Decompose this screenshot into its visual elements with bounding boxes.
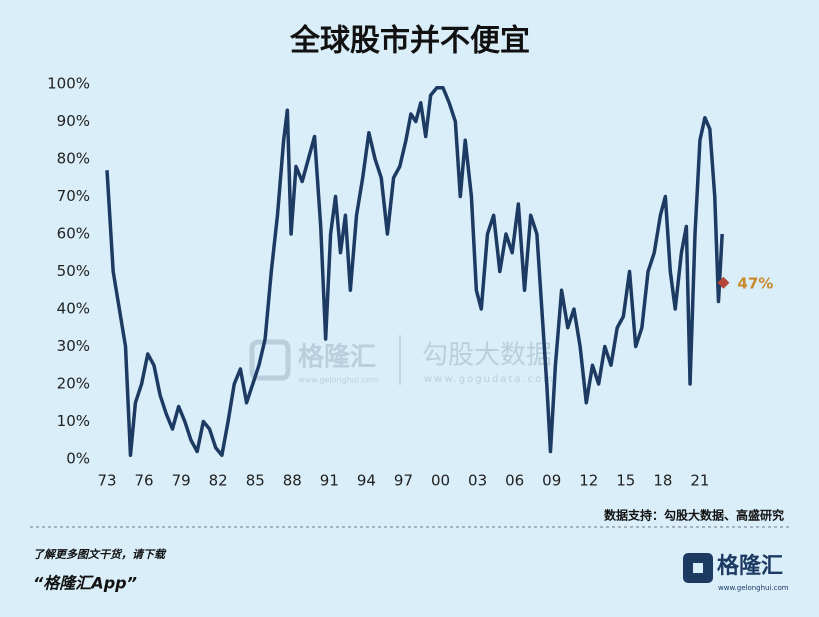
x-tick-label: 76 bbox=[135, 472, 154, 490]
watermark-icon bbox=[249, 339, 291, 381]
watermark-url: www.gelonghui.com bbox=[298, 376, 379, 385]
footer-logo-url: www.gelonghui.com bbox=[718, 584, 789, 592]
end-label: 47% bbox=[737, 274, 773, 292]
y-tick-label: 50% bbox=[57, 262, 90, 280]
y-tick-label: 60% bbox=[57, 225, 90, 243]
footer-logo: 格隆汇 bbox=[717, 553, 783, 579]
footer-logo-icon bbox=[693, 563, 703, 573]
x-tick-label: 79 bbox=[172, 472, 191, 490]
x-tick-label: 12 bbox=[579, 472, 598, 490]
line bbox=[105, 86, 724, 457]
y-tick-label: 10% bbox=[57, 412, 90, 430]
x-tick-label: 03 bbox=[468, 472, 487, 490]
end-marker bbox=[717, 276, 730, 289]
x-tick-label: 15 bbox=[616, 472, 635, 490]
x-tick-label: 00 bbox=[431, 472, 450, 490]
x-tick-label: 88 bbox=[283, 472, 302, 490]
watermark-brand: 勾股大数据 bbox=[422, 341, 552, 371]
footer-app: “格隆汇App” bbox=[33, 574, 137, 593]
chart-title: 全球股市并不便宜 bbox=[289, 24, 530, 59]
y-tick-label: 90% bbox=[57, 112, 90, 130]
x-tick-label: 85 bbox=[246, 472, 265, 490]
y-tick-label: 100% bbox=[47, 75, 90, 93]
x-tick-label: 06 bbox=[505, 472, 524, 490]
footer-text: 了解更多图文干货，请下载 bbox=[33, 548, 167, 561]
y-tick-label: 80% bbox=[57, 150, 90, 168]
x-tick-label: 91 bbox=[320, 472, 339, 490]
x-tick-label: 94 bbox=[357, 472, 376, 490]
x-tick-label: 09 bbox=[542, 472, 561, 490]
x-tick-label: 21 bbox=[690, 472, 709, 490]
y-tick-label: 30% bbox=[57, 337, 90, 355]
x-tick-label: 97 bbox=[394, 472, 413, 490]
watermark-url: www.gogudata.com bbox=[424, 374, 555, 385]
y-tick-label: 20% bbox=[57, 375, 90, 393]
y-tick-label: 0% bbox=[66, 450, 90, 468]
x-tick-label: 73 bbox=[97, 472, 116, 490]
y-tick-label: 70% bbox=[57, 187, 90, 205]
source: 数据支持：勾股大数据、高盛研究 bbox=[604, 508, 784, 523]
y-tick-label: 40% bbox=[57, 300, 90, 318]
x-tick-label: 18 bbox=[653, 472, 672, 490]
x-tick-label: 82 bbox=[209, 472, 228, 490]
watermark-brand: 格隆汇 bbox=[298, 342, 376, 373]
watermark: 格隆汇 www.gelonghui.com 勾股大数据 www.gogudata… bbox=[249, 335, 555, 385]
